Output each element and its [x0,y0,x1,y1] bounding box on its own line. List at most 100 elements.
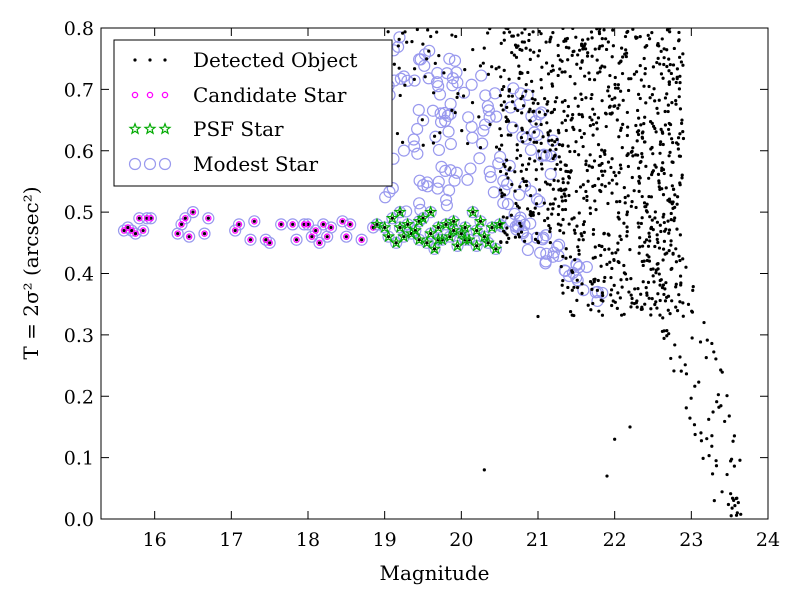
detected-object-point [522,40,526,44]
detected-object-point [580,282,584,286]
detected-object-point [625,229,629,234]
detected-object-point [677,87,681,91]
detected-object-point [520,71,524,75]
detected-object-point [667,80,671,84]
detected-object-point [707,417,711,421]
detected-object-point [528,48,532,52]
detected-object-point [524,89,528,93]
modest-star-point [344,218,357,231]
detected-object-point [633,287,637,291]
detected-object-point [659,229,663,234]
detected-object-point [551,31,555,35]
detected-object-point [665,295,669,299]
detected-object-point [536,241,541,245]
detected-object-point [585,198,589,202]
detected-object-point [592,112,597,116]
detected-object-point [548,202,553,206]
detected-object-point [505,158,509,162]
detected-object-point [629,293,633,297]
detected-object-point [597,163,601,167]
detected-object-point [577,48,582,52]
detected-object-point [716,393,720,397]
detected-object-point [666,219,670,223]
detected-object-point [574,189,578,194]
detected-object-point [600,148,604,152]
detected-object-point [609,288,614,292]
detected-object-point [636,132,641,137]
detected-object-point [626,194,630,198]
detected-object-point [670,299,674,303]
detected-object-point [612,258,616,262]
detected-object-point [528,57,532,61]
detected-object-point [634,205,638,210]
detected-object-point [644,164,648,168]
detected-object-point [667,121,671,126]
modest-star-point [421,180,434,193]
legend-marker-candidate-star [146,91,154,99]
detected-object-point [679,281,683,285]
detected-object-point [661,258,665,262]
psf-star-point [447,214,461,227]
candidate-star-point [277,221,285,228]
detected-object-point [661,316,665,320]
detected-object-point [589,308,593,312]
detected-object-point [179,222,184,226]
detected-object-point [659,49,663,53]
modest-star-point [534,246,547,259]
detected-object-point [504,172,508,176]
detected-object-point [626,125,630,129]
detected-object-point [650,31,654,35]
modest-star-point [537,231,550,244]
detected-object-point [675,75,679,79]
detected-object-point [494,67,498,71]
detected-object-point [248,238,253,242]
detected-object-point [558,228,562,233]
detected-object-point [237,222,241,226]
detected-object-point [662,212,666,216]
detected-object-point [396,44,400,48]
detected-object-point [596,143,601,147]
detected-object-point [429,34,433,39]
detected-object-point [544,40,548,44]
detected-object-point [638,176,642,180]
detected-object-point [590,165,595,169]
detected-object-point [669,71,673,76]
detected-object-point [386,30,390,34]
detected-object-point [591,232,595,236]
detected-object-point [571,50,575,54]
detected-object-point [531,30,535,34]
detected-object-point [452,228,456,233]
detected-object-point [528,107,532,111]
detected-object-point [661,247,666,251]
detected-object-point [584,96,588,100]
candidate-star-point [189,208,197,216]
detected-object-point [568,255,573,259]
detected-object-point [573,96,577,100]
detected-object-point [568,74,572,79]
detected-object-point [543,96,547,101]
detected-object-point [674,247,678,251]
modest-star-point [448,174,461,187]
detected-object-point [674,98,678,103]
detected-object-point [595,127,599,131]
detected-object-point [640,155,644,159]
detected-object-point [501,108,505,112]
detected-object-point [595,28,599,31]
detected-object-point [602,279,606,283]
detected-object-point [647,37,652,41]
detected-object-point [560,199,564,203]
detected-object-point [513,189,517,193]
detected-object-point [646,33,650,37]
detected-object-point [689,396,693,400]
detected-object-point [674,141,679,145]
psf-star-point [481,235,495,249]
detected-object-point [582,220,586,224]
detected-object-point [566,285,570,290]
detected-object-point [674,260,678,264]
detected-object-point [681,301,685,305]
modest-star-point [488,87,502,100]
detected-object-point [545,182,549,186]
detected-object-point [520,163,525,167]
detected-object-point [600,313,605,317]
detected-object-point [529,79,534,83]
